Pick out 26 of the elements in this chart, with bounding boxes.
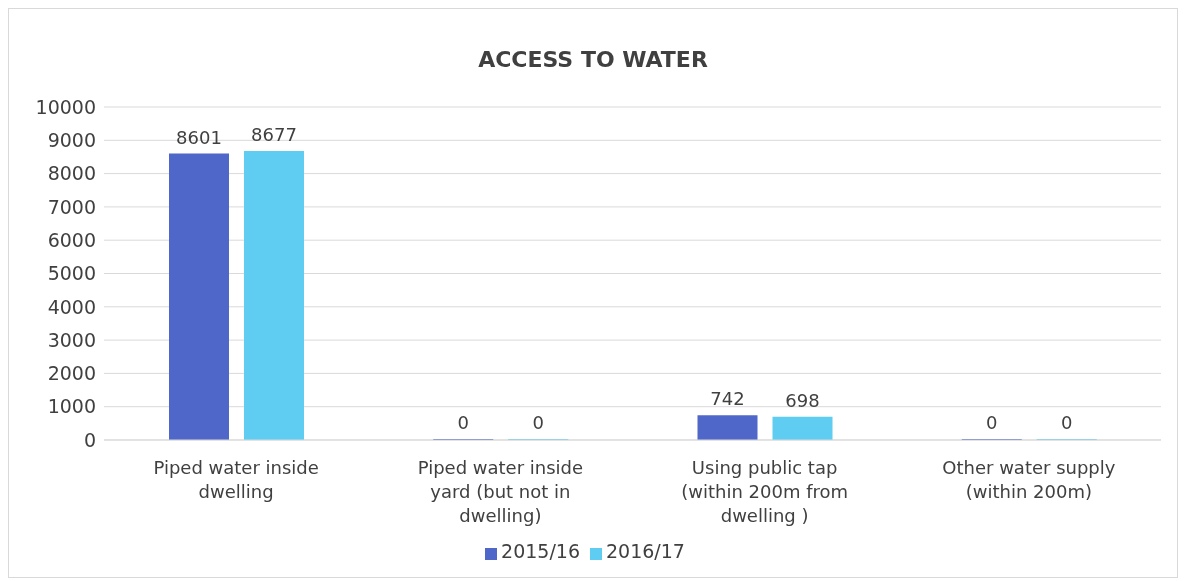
legend-label: 2015/16 xyxy=(501,540,580,562)
x-tick-label: Piped water inside dwelling xyxy=(153,457,319,502)
y-tick-label: 0 xyxy=(83,428,96,451)
y-tick-label: 4000 xyxy=(47,295,96,318)
y-tick-label: 6000 xyxy=(47,228,96,251)
x-tick-label: Piped water inside yard (but not in dwelling) xyxy=(417,457,584,526)
y-tick-label: 7000 xyxy=(47,195,96,218)
y-tick-label: 9000 xyxy=(47,129,96,152)
x-tick-label: Using public tap (within 200m from dwelling ) xyxy=(681,457,849,526)
data-label: 698 xyxy=(785,389,820,411)
data-label: 0 xyxy=(1061,412,1073,433)
y-tick-label: 10000 xyxy=(35,95,96,118)
data-label: 742 xyxy=(710,388,745,410)
data-label: 0 xyxy=(457,412,469,433)
chart-title: ACCESS TO WATER xyxy=(477,47,709,74)
legend-label: 2016/17 xyxy=(606,540,685,562)
data-label: 0 xyxy=(986,412,998,433)
data-label: 8601 xyxy=(176,126,222,148)
y-tick-label: 1000 xyxy=(47,395,96,418)
y-tick-label: 3000 xyxy=(47,328,96,351)
data-label: 8677 xyxy=(251,124,297,146)
x-tick-label: Other water supply (within 200m) xyxy=(942,457,1116,502)
data-label: 0 xyxy=(532,412,544,433)
y-tick-label: 8000 xyxy=(47,162,96,185)
y-tick-label: 5000 xyxy=(47,262,96,285)
y-tick-label: 2000 xyxy=(47,362,96,385)
